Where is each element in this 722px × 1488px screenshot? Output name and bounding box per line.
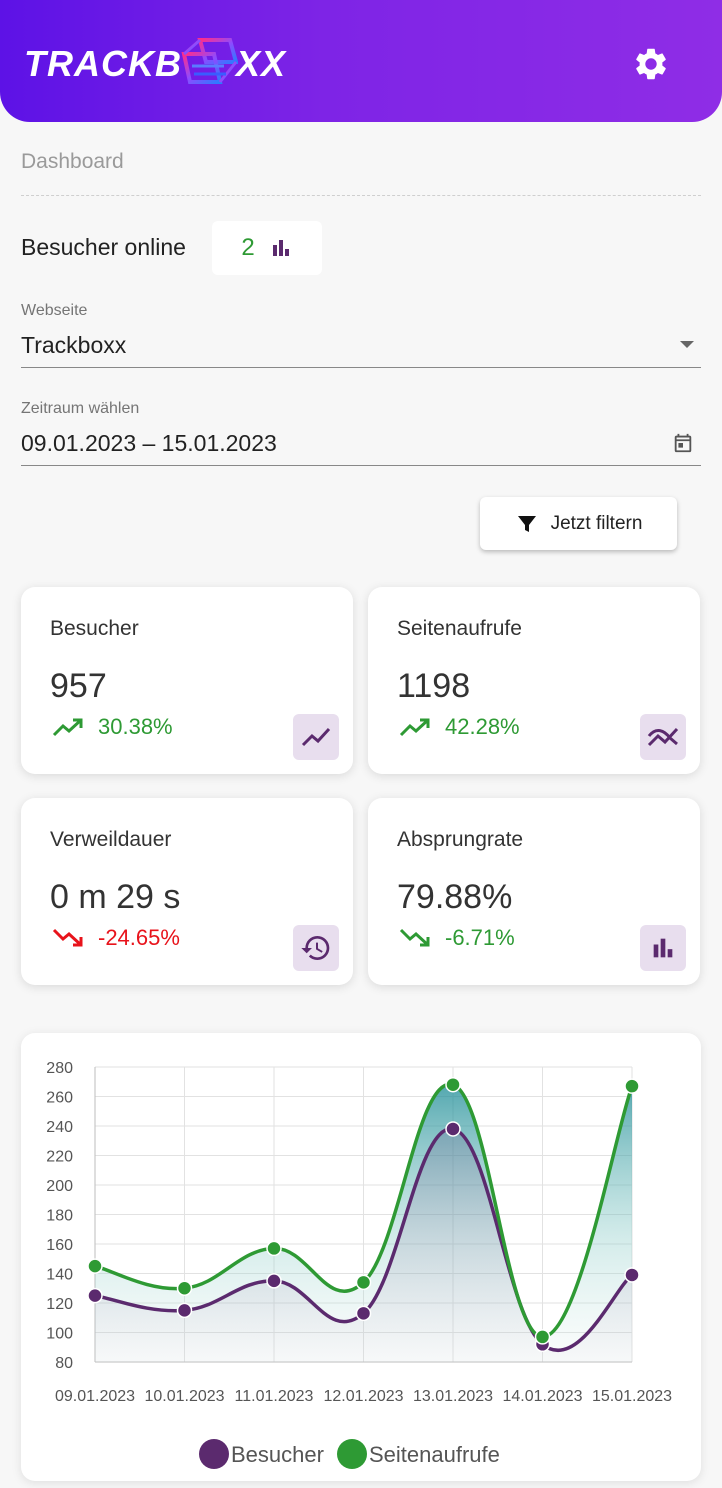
data-point: [176, 1302, 193, 1319]
card-trend: 30.38%: [52, 714, 173, 740]
visits-line-chart: 80 100 120 140 160 180 200 220 240 260 280 09.01.2…: [46, 1060, 672, 1469]
card-value: 79.88%: [397, 878, 513, 916]
series-line: [94, 1082, 634, 1339]
legend-marker: [337, 1439, 367, 1469]
card-title: Verweildauer: [50, 828, 172, 851]
x-tick-label: 11.01.2023: [235, 1388, 314, 1405]
period-label: Zeitraum wählen: [21, 400, 140, 417]
data-point: [266, 1240, 282, 1257]
trend-down-icon: [52, 928, 83, 947]
trend-down-icon: [399, 928, 430, 947]
x-tick-label: 12.01.2023: [323, 1388, 403, 1405]
period-underline: [21, 465, 701, 466]
y-tick-label: 160: [46, 1237, 73, 1254]
logo-text-right: XX: [235, 43, 287, 84]
y-tick-label: 100: [46, 1326, 73, 1343]
x-tick-label: 15.01.2023: [592, 1388, 672, 1405]
x-axis-ticks: 09.01.2023 10.01.2023 11.01.2023 12.01.2023…: [55, 1388, 672, 1405]
online-count: 2: [241, 234, 255, 261]
card-change: -24.65%: [98, 925, 180, 950]
filter-button[interactable]: Jetzt filtern: [480, 497, 677, 550]
chevron-down-icon[interactable]: [680, 341, 694, 348]
card-change: -6.71%: [445, 925, 515, 950]
card-change: 30.38%: [98, 714, 173, 739]
logo-text-left: TRACKB: [24, 43, 182, 84]
y-axis-ticks: 80 100 120 140 160 180 200 220 240 260 280: [46, 1060, 73, 1372]
website-underline: [21, 367, 701, 368]
data-point: [355, 1305, 372, 1322]
stat-card-verweildauer[interactable]: Verweildauer 0 m 29 s -24.65%: [21, 798, 353, 985]
y-tick-label: 260: [46, 1090, 73, 1107]
series-area: [95, 1128, 632, 1362]
x-tick-label: 10.01.2023: [144, 1388, 224, 1405]
legend-marker: [199, 1439, 229, 1469]
card-change: 42.28%: [445, 714, 520, 739]
filter-button-label: Jetzt filtern: [550, 512, 643, 534]
series-points: [87, 1076, 640, 1353]
stat-card-absprungrate[interactable]: Absprungrate 79.88% -6.71%: [368, 798, 700, 985]
card-trend: -6.71%: [399, 925, 515, 951]
calendar-icon[interactable]: [672, 432, 694, 454]
y-tick-label: 120: [46, 1296, 73, 1313]
card-value: 957: [50, 667, 107, 705]
y-tick-label: 200: [46, 1178, 73, 1195]
website-select[interactable]: Trackboxx: [21, 332, 127, 358]
logo-cube-icon: [181, 38, 238, 84]
online-label: Besucher online: [21, 234, 186, 260]
gear-icon[interactable]: [632, 45, 670, 83]
trending-up-icon: [293, 714, 339, 760]
x-tick-label: 13.01.2023: [413, 1388, 493, 1405]
y-tick-label: 180: [46, 1208, 73, 1225]
y-tick-label: 240: [46, 1119, 73, 1136]
trackboxx-logo[interactable]: TRACKB XX: [24, 36, 286, 92]
data-point: [87, 1287, 103, 1304]
data-point: [624, 1267, 640, 1283]
x-tick-label: 14.01.2023: [502, 1388, 582, 1405]
stat-card-besucher[interactable]: Besucher 957 30.38%: [21, 587, 353, 774]
data-point: [445, 1121, 461, 1137]
card-title: Seitenaufrufe: [397, 617, 522, 640]
data-point: [534, 1329, 551, 1345]
card-value: 1198: [397, 667, 471, 705]
app-header: TRACKB XX: [0, 0, 722, 122]
online-counter[interactable]: 2: [212, 221, 322, 275]
multiline-chart-icon: [640, 714, 686, 760]
y-tick-label: 140: [46, 1267, 73, 1284]
history-icon: [293, 925, 339, 971]
card-value: 0 m 29 s: [50, 878, 181, 916]
visits-chart-card: 80 100 120 140 160 180 200 220 240 260 280 09.01.2…: [21, 1033, 701, 1481]
trend-up-icon: [399, 718, 430, 737]
data-point: [266, 1273, 282, 1289]
x-tick-label: 09.01.2023: [55, 1388, 135, 1405]
card-trend: -24.65%: [52, 925, 180, 951]
breadcrumb-divider: [21, 195, 701, 196]
trend-up-icon: [52, 718, 83, 737]
card-trend: 42.28%: [399, 714, 520, 740]
data-point: [176, 1280, 193, 1296]
card-title: Besucher: [50, 617, 139, 640]
legend-label: Seitenaufrufe: [369, 1442, 500, 1467]
y-tick-label: 280: [46, 1060, 73, 1077]
period-input[interactable]: 09.01.2023 – 15.01.2023: [21, 430, 277, 456]
data-point: [624, 1078, 640, 1094]
website-label: Webseite: [21, 302, 88, 319]
chart-legend: Besucher Seitenaufrufe: [199, 1439, 500, 1469]
y-tick-label: 220: [46, 1149, 73, 1166]
stat-card-seitenaufrufe[interactable]: Seitenaufrufe 1198 42.28%: [368, 587, 700, 774]
data-point: [445, 1076, 461, 1093]
data-point: [355, 1274, 372, 1291]
legend-label: Besucher: [231, 1442, 324, 1467]
y-tick-label: 80: [55, 1355, 73, 1372]
filter-icon: [517, 515, 536, 532]
data-point: [87, 1258, 103, 1274]
bar-chart-icon: [272, 240, 289, 256]
card-title: Absprungrate: [397, 828, 524, 851]
breadcrumb: Dashboard: [21, 150, 124, 173]
bar-chart-icon: [640, 925, 686, 971]
